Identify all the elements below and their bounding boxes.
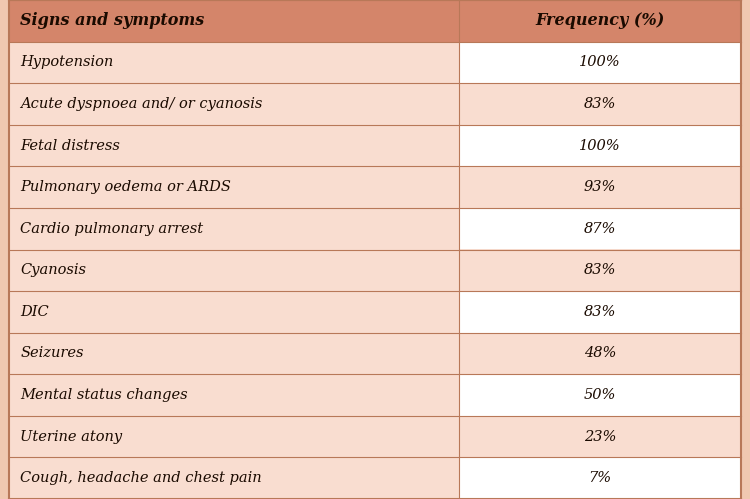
Bar xyxy=(9,41,459,83)
Text: 100%: 100% xyxy=(579,139,621,153)
Bar xyxy=(459,416,741,458)
Bar xyxy=(459,0,741,41)
Text: 83%: 83% xyxy=(584,305,616,319)
Bar xyxy=(9,374,459,416)
Bar xyxy=(9,333,459,374)
Bar xyxy=(459,83,741,125)
Text: Cough, headache and chest pain: Cough, headache and chest pain xyxy=(20,471,262,485)
Bar xyxy=(9,291,459,333)
Text: Pulmonary oedema or ARDS: Pulmonary oedema or ARDS xyxy=(20,180,231,194)
Text: Seizures: Seizures xyxy=(20,346,84,360)
Text: 100%: 100% xyxy=(579,55,621,69)
Bar xyxy=(459,125,741,166)
Text: 87%: 87% xyxy=(584,222,616,236)
Bar xyxy=(9,208,459,250)
Text: Signs and symptoms: Signs and symptoms xyxy=(20,12,205,29)
Text: 23%: 23% xyxy=(584,430,616,444)
Text: 7%: 7% xyxy=(589,471,612,485)
Text: Cyanosis: Cyanosis xyxy=(20,263,86,277)
Bar xyxy=(9,166,459,208)
Bar xyxy=(459,458,741,499)
Text: Uterine atony: Uterine atony xyxy=(20,430,122,444)
Bar xyxy=(459,208,741,250)
Bar xyxy=(9,416,459,458)
Text: Hypotension: Hypotension xyxy=(20,55,113,69)
Bar xyxy=(459,333,741,374)
Text: 83%: 83% xyxy=(584,263,616,277)
Bar xyxy=(459,166,741,208)
Bar xyxy=(459,250,741,291)
Text: 93%: 93% xyxy=(584,180,616,194)
Text: Fetal distress: Fetal distress xyxy=(20,139,120,153)
Bar xyxy=(9,0,459,41)
Bar xyxy=(459,374,741,416)
Text: 48%: 48% xyxy=(584,346,616,360)
Text: 50%: 50% xyxy=(584,388,616,402)
Text: DIC: DIC xyxy=(20,305,49,319)
Bar xyxy=(9,458,459,499)
Bar xyxy=(9,250,459,291)
Text: Acute dyspnoea and/ or cyanosis: Acute dyspnoea and/ or cyanosis xyxy=(20,97,262,111)
Bar xyxy=(459,41,741,83)
Bar xyxy=(9,83,459,125)
Bar xyxy=(459,291,741,333)
Text: 83%: 83% xyxy=(584,97,616,111)
Text: Frequency (%): Frequency (%) xyxy=(536,12,664,29)
Bar xyxy=(9,125,459,166)
Text: Mental status changes: Mental status changes xyxy=(20,388,188,402)
Text: Cardio pulmonary arrest: Cardio pulmonary arrest xyxy=(20,222,203,236)
